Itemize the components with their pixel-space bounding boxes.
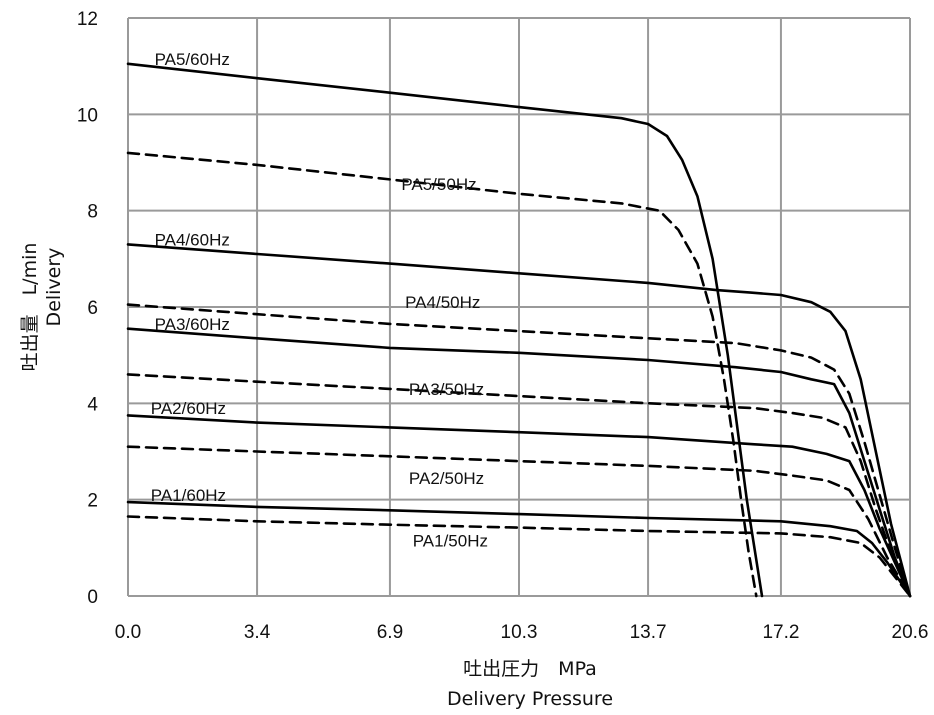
- series-line-pa3-60hz: [126, 327, 912, 598]
- series-label-pa2-60hz: PA2/60Hz: [151, 399, 226, 418]
- series-label-pa5-60hz: PA5/60Hz: [155, 50, 230, 69]
- series-line-pa1-50hz: [126, 515, 912, 598]
- series-label-pa4-60hz: PA4/60Hz: [155, 231, 230, 250]
- x-tick-label: 0.0: [115, 622, 141, 643]
- y-tick-label: 6: [87, 298, 98, 319]
- x-tick-label: 3.4: [244, 622, 271, 643]
- y-axis-title: 吐出量 L/min: [19, 243, 41, 372]
- x-axis-title-en: Delivery Pressure: [447, 688, 613, 710]
- series-line-pa5-60hz: [126, 62, 764, 598]
- series-label-pa1-50hz: PA1/50Hz: [413, 532, 488, 551]
- y-axis-title-en: Delivery: [43, 248, 65, 327]
- y-tick-label: 8: [87, 202, 98, 223]
- series-line-pa1-60hz: [126, 500, 912, 598]
- y-tick-label: 2: [87, 491, 98, 512]
- tick-layer: 0.0 3.4 6.9 10.3 13.7 17.2 20.6 0 2 4 6 8 10 12: [77, 9, 929, 643]
- x-tick-label: 10.3: [501, 622, 538, 643]
- series-label-pa5-50hz: PA5/50Hz: [401, 175, 476, 194]
- series-line-pa2-60hz: [126, 414, 912, 598]
- series-label-pa3-50hz: PA3/50Hz: [409, 380, 484, 399]
- x-tick-label: 20.6: [892, 622, 929, 643]
- y-tick-label: 0: [87, 587, 98, 608]
- y-tick-label: 10: [77, 105, 98, 126]
- series-label-pa4-50hz: PA4/50Hz: [405, 293, 480, 312]
- label-layer: PA5/60Hz PA5/50Hz PA4/60Hz PA4/50Hz PA3/60Hz…: [151, 50, 488, 551]
- series-line-pa4-50hz: [126, 303, 912, 598]
- grid-layer: [127, 17, 911, 597]
- x-axis-title: 吐出圧力 MPa: [463, 658, 597, 680]
- series-label-pa3-60hz: PA3/60Hz: [155, 315, 230, 334]
- series-line-pa2-50hz: [126, 445, 912, 598]
- x-tick-label: 13.7: [630, 622, 667, 643]
- series-layer: [126, 62, 912, 598]
- series-line-pa5-50hz: [126, 151, 758, 598]
- series-line-pa4-60hz: [126, 243, 912, 598]
- y-tick-label: 4: [87, 394, 98, 415]
- series-line-pa3-50hz: [126, 373, 912, 598]
- x-tick-label: 17.2: [762, 622, 799, 643]
- x-tick-label: 6.9: [377, 622, 403, 643]
- series-label-pa1-60hz: PA1/60Hz: [151, 486, 226, 505]
- series-label-pa2-50hz: PA2/50Hz: [409, 469, 484, 488]
- y-tick-label: 12: [77, 9, 98, 30]
